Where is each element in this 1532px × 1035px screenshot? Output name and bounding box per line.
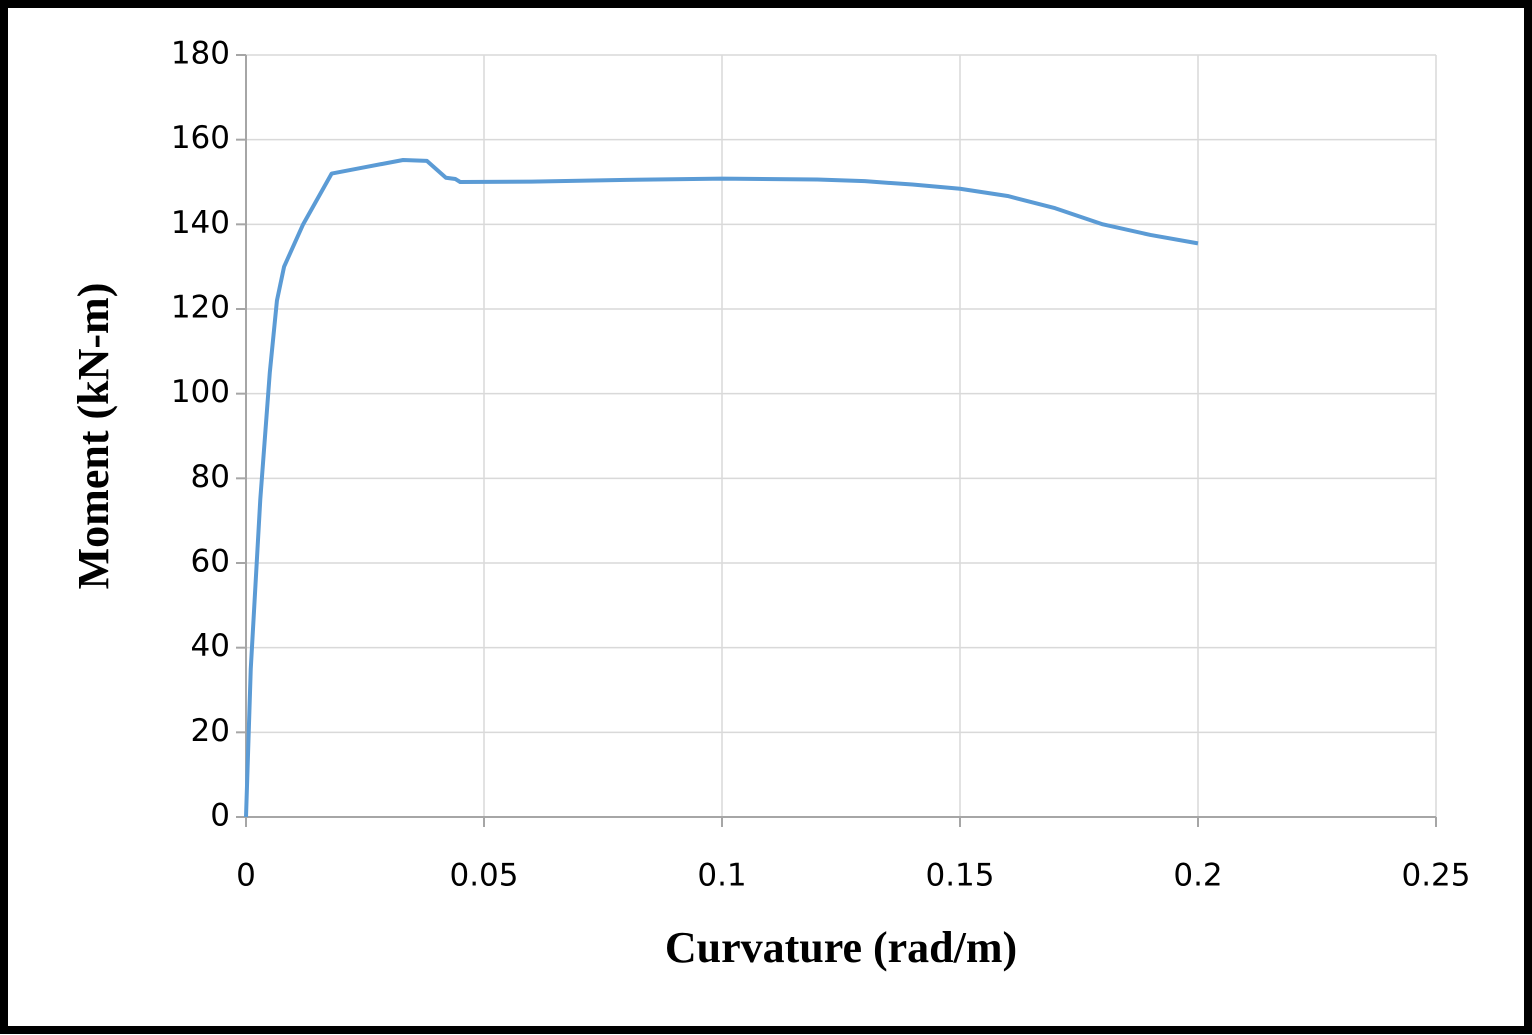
x-tick-label: 0: [236, 858, 256, 894]
y-tick-label: 120: [171, 290, 230, 326]
y-tick-label: 140: [171, 205, 230, 241]
y-axis-title: Moment (kN-m): [69, 283, 118, 590]
y-tick-label: 20: [191, 713, 230, 749]
y-tick-label: 60: [191, 544, 230, 580]
y-tick-label: 180: [171, 36, 230, 72]
x-tick-label: 0.1: [697, 858, 746, 894]
y-tick-label: 80: [191, 459, 230, 495]
y-tick-label: 100: [171, 374, 230, 410]
x-tick-label: 0.25: [1401, 858, 1470, 894]
y-tick-label: 0: [210, 798, 230, 834]
x-tick-label: 0.05: [449, 858, 518, 894]
x-tick-label: 0.2: [1173, 858, 1222, 894]
x-tick-label: 0.15: [925, 858, 994, 894]
y-tick-label: 40: [191, 628, 230, 664]
y-tick-label: 160: [171, 120, 230, 156]
x-axis-title: Curvature (rad/m): [665, 923, 1017, 972]
data-line: [244, 157, 1199, 818]
